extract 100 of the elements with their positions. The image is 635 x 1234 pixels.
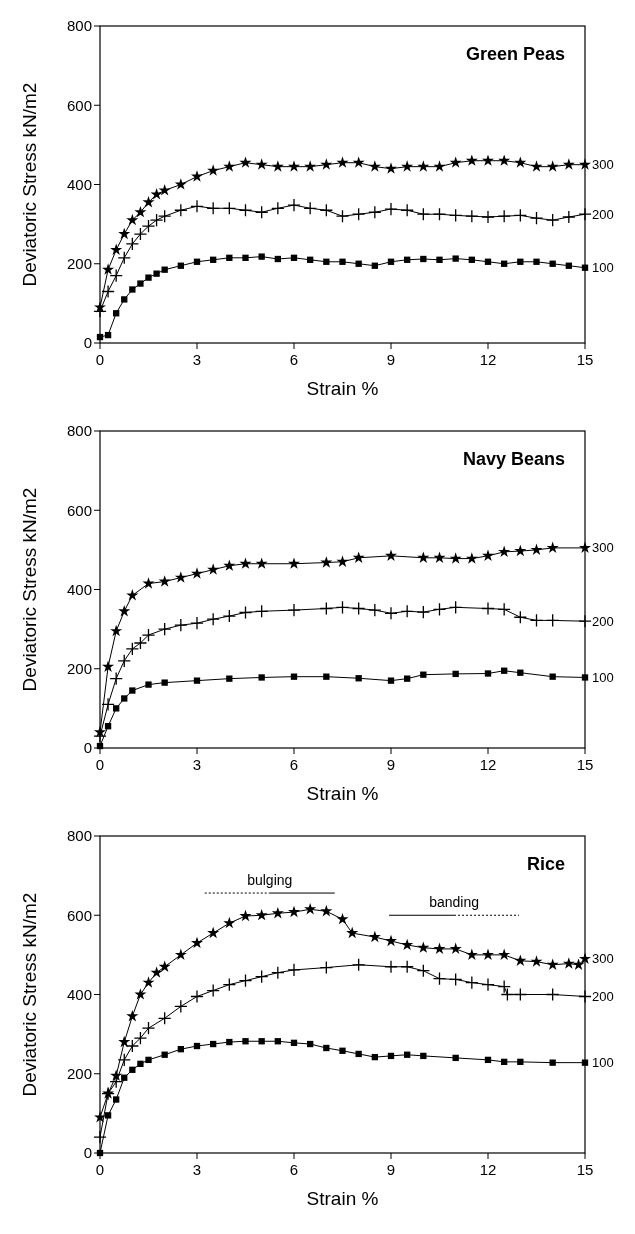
point	[400, 960, 414, 974]
point	[323, 1044, 330, 1052]
point	[578, 158, 592, 170]
point	[238, 203, 253, 217]
point	[254, 969, 269, 984]
point	[239, 557, 252, 569]
point	[142, 577, 155, 589]
point	[174, 178, 187, 190]
x-tick-label: 3	[192, 1161, 202, 1178]
y-tick-label: 600	[66, 96, 92, 114]
x-tick-label: 0	[95, 756, 105, 773]
point	[104, 1112, 112, 1119]
point	[226, 254, 233, 261]
point	[481, 210, 495, 224]
point	[274, 1038, 281, 1045]
point	[513, 610, 528, 624]
point	[433, 160, 446, 172]
point	[420, 255, 427, 263]
point	[153, 270, 160, 277]
series-label: 100	[592, 670, 614, 686]
point	[210, 1040, 217, 1048]
point	[368, 205, 382, 219]
y-tick-label: 400	[66, 175, 92, 193]
point	[387, 258, 395, 265]
point	[223, 559, 236, 571]
point	[549, 260, 556, 267]
point	[481, 948, 495, 960]
point	[581, 674, 589, 681]
point	[142, 196, 155, 208]
point	[433, 551, 446, 563]
point	[150, 966, 163, 978]
point	[177, 1046, 184, 1053]
point	[339, 258, 346, 265]
point	[177, 262, 184, 269]
point	[351, 207, 366, 221]
point	[432, 971, 447, 986]
point	[449, 552, 462, 564]
point	[497, 602, 511, 617]
point	[517, 258, 524, 265]
point	[401, 160, 414, 172]
point	[501, 1058, 508, 1066]
point	[118, 227, 131, 240]
x-tick-label: 6	[289, 756, 299, 773]
point	[481, 154, 495, 166]
point	[417, 941, 430, 953]
y-tick-label: 0	[83, 1144, 92, 1162]
y-tick-label: 200	[66, 660, 92, 677]
point	[145, 274, 152, 281]
point	[351, 601, 366, 616]
point	[226, 1038, 233, 1046]
point	[339, 1047, 346, 1054]
point	[102, 660, 115, 672]
annotation: banding	[429, 894, 479, 911]
point	[368, 603, 382, 617]
point	[206, 201, 220, 215]
point	[497, 979, 511, 994]
point	[104, 331, 112, 339]
series-label: 100	[592, 260, 614, 276]
point	[145, 1056, 152, 1064]
point	[501, 667, 508, 674]
point	[190, 616, 204, 630]
point	[174, 203, 188, 217]
point	[513, 987, 528, 1002]
point	[255, 557, 268, 569]
point	[320, 556, 333, 568]
point	[137, 1060, 144, 1068]
point	[513, 208, 528, 223]
point	[117, 1053, 131, 1067]
point	[109, 671, 123, 686]
point	[498, 545, 511, 557]
point	[101, 697, 115, 712]
point	[238, 605, 253, 620]
point	[416, 605, 431, 619]
point	[223, 916, 236, 929]
point	[452, 1054, 459, 1062]
x-tick-label: 9	[386, 351, 396, 368]
point	[484, 258, 492, 265]
point	[404, 1051, 411, 1058]
point	[174, 999, 188, 1014]
point	[514, 156, 527, 168]
point	[121, 1074, 128, 1081]
point	[384, 162, 398, 174]
x-tick-label: 12	[479, 1161, 497, 1178]
point	[320, 158, 333, 170]
point	[448, 972, 463, 987]
point	[368, 160, 381, 172]
y-tick-label: 800	[66, 17, 92, 35]
point	[207, 563, 220, 575]
point	[436, 256, 443, 263]
point	[452, 255, 459, 262]
point	[549, 673, 556, 680]
point	[206, 612, 220, 626]
point	[113, 705, 120, 712]
point	[546, 541, 559, 554]
point	[126, 589, 139, 601]
point	[174, 618, 188, 632]
series-label: 300	[592, 951, 614, 967]
series-label: 300	[592, 157, 614, 173]
point	[271, 906, 284, 919]
point	[158, 960, 171, 972]
